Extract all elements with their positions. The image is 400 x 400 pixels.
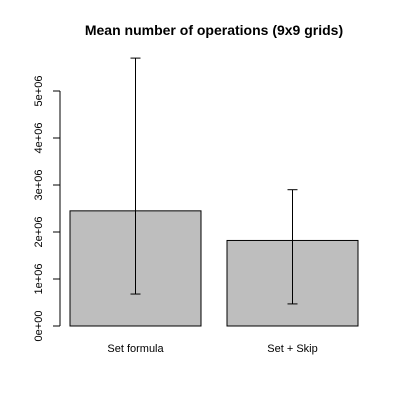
- y-tick-label: 1e+06: [33, 264, 45, 295]
- x-category-label: Set formula: [107, 343, 164, 355]
- y-tick-label: 4e+06: [33, 123, 45, 154]
- y-tick-label: 5e+06: [33, 76, 45, 107]
- x-category-label: Set + Skip: [267, 343, 317, 355]
- y-axis: 0e+00 1e+06 2e+06 3e+06 4e+06 5e+06: [33, 76, 61, 342]
- y-tick-label: 0e+00: [33, 311, 45, 342]
- bars: [69, 210, 359, 327]
- y-tick-label: 2e+06: [33, 217, 45, 248]
- y-tick-label: 3e+06: [33, 170, 45, 201]
- error-bars: [130, 57, 298, 305]
- chart-title: Mean number of operations (9x9 grids): [85, 22, 343, 38]
- x-axis-labels: Set formula Set + Skip: [107, 343, 317, 355]
